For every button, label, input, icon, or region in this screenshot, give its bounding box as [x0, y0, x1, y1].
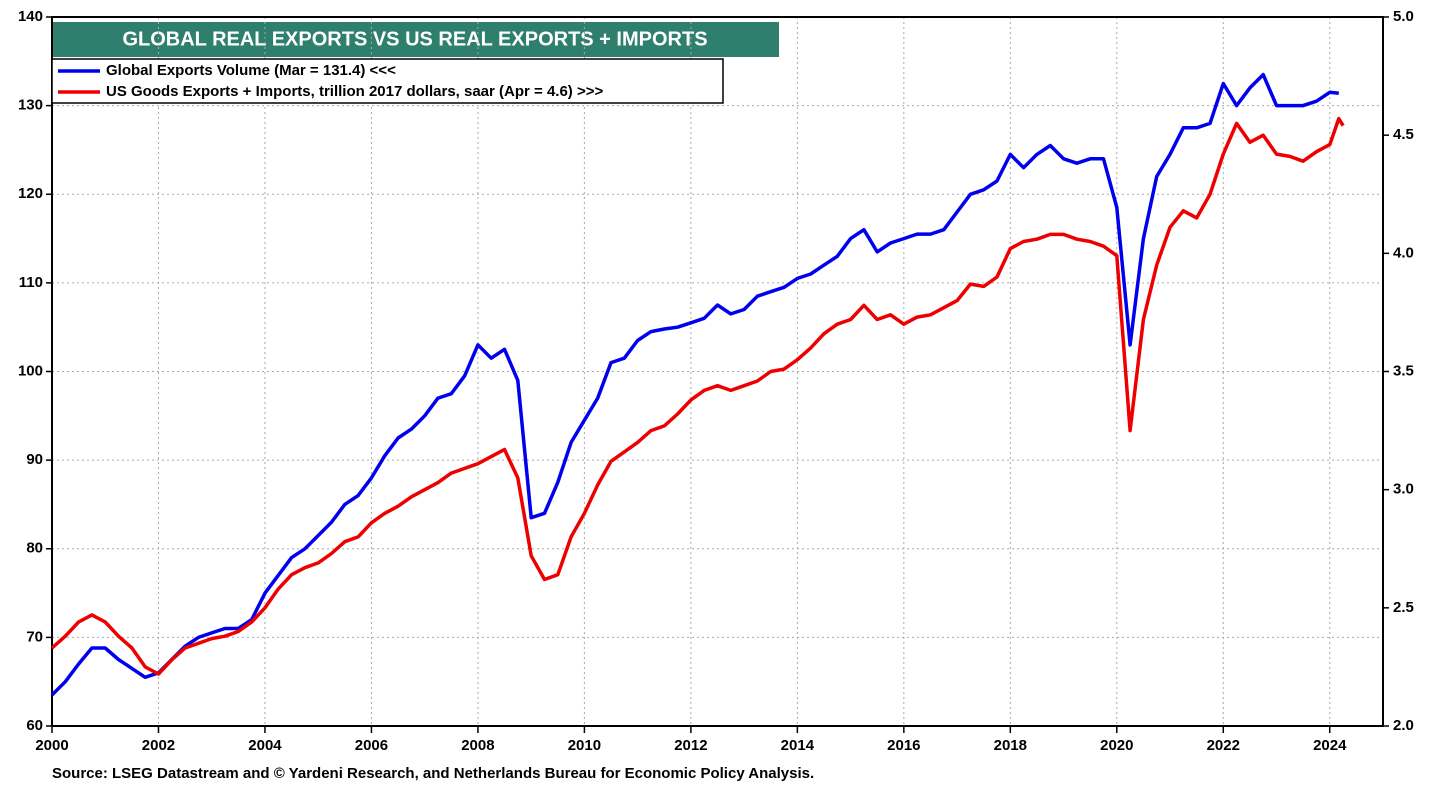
y2-tick-label: 3.5 [1393, 362, 1414, 379]
y-tick-label: 110 [19, 274, 43, 291]
x-tick-label: 2004 [248, 737, 282, 754]
y-tick-label: 100 [18, 362, 43, 379]
y2-tick-label: 2.0 [1393, 717, 1414, 734]
chart-title: GLOBAL REAL EXPORTS VS US REAL EXPORTS +… [122, 28, 707, 50]
y2-tick-label: 4.5 [1393, 126, 1414, 143]
x-tick-label: 2016 [887, 737, 920, 754]
series-line [50, 72, 1339, 697]
legend-label: US Goods Exports + Imports, trillion 201… [106, 83, 603, 100]
y-tick-label: 70 [26, 628, 43, 645]
x-tick-label: 2000 [35, 737, 68, 754]
legend-box [51, 58, 724, 104]
series-line [50, 116, 1345, 676]
legend-label: Global Exports Volume (Mar = 131.4) <<< [106, 62, 396, 79]
x-tick-label: 2012 [674, 737, 707, 754]
y-tick-label: 120 [18, 185, 43, 202]
y2-tick-label: 5.0 [1393, 8, 1414, 25]
x-tick-label: 2014 [781, 737, 815, 754]
title-box [52, 22, 779, 57]
y-tick-label: 90 [26, 451, 43, 468]
x-tick-label: 2020 [1100, 737, 1133, 754]
y2-tick-label: 4.0 [1393, 244, 1414, 261]
y2-tick-label: 3.0 [1393, 481, 1414, 498]
plot-frame [51, 16, 1384, 727]
x-tick-label: 2018 [994, 737, 1027, 754]
x-tick-label: 2006 [355, 737, 388, 754]
y-tick-label: 60 [26, 717, 43, 734]
x-tick-label: 2002 [142, 737, 175, 754]
y-tick-label: 130 [18, 97, 43, 114]
y-tick-label: 80 [26, 540, 43, 557]
source: Source: LSEG Datastream and © Yardeni Re… [52, 765, 814, 782]
x-tick-label: 2024 [1313, 737, 1347, 754]
y-tick-label: 140 [18, 8, 43, 25]
x-tick-label: 2022 [1207, 737, 1240, 754]
x-tick-label: 2010 [568, 737, 601, 754]
x-tick-label: 2008 [461, 737, 494, 754]
y2-tick-label: 2.5 [1393, 599, 1414, 616]
